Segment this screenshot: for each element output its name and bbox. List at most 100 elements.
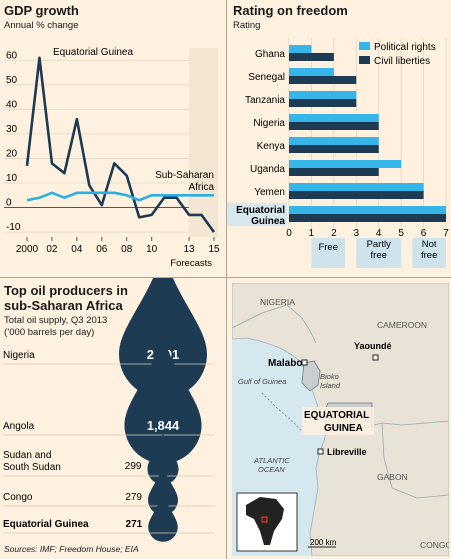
- freedom-band: [412, 238, 446, 268]
- gdp-line-sub-saharan-africa: [26, 191, 214, 202]
- freedom-bar-civil-liberties: [289, 191, 424, 199]
- freedom-legend-swatch: [359, 42, 370, 50]
- oil-title-line1: Top oil producers in: [4, 283, 128, 298]
- gdp-ytick-label: 20: [6, 148, 18, 159]
- label-congo: CONGO: [420, 540, 449, 550]
- eq-label-bg: [302, 407, 374, 435]
- freedom-xtick-label: 5: [398, 228, 404, 239]
- oil-drop: [124, 336, 202, 464]
- gdp-ytick-label: 50: [6, 75, 18, 86]
- freedom-xtick-label: 1: [309, 228, 315, 239]
- label-cameroon: CAMEROON: [377, 320, 427, 330]
- freedom-bar-political-rights: [289, 137, 379, 145]
- panel-divider-horizontal: [0, 277, 451, 278]
- freedom-xtick-label: 6: [421, 228, 427, 239]
- oil-category-label: Sudan and: [3, 450, 51, 461]
- freedom-legend-swatch: [359, 56, 370, 64]
- freedom-bar-civil-liberties: [289, 122, 379, 130]
- map-equatorial-guinea: NIGERIA CAMEROON Yaoundé Malabo Bioko Is…: [232, 283, 449, 556]
- freedom-category-label: Uganda: [250, 164, 285, 175]
- freedom-band-label: Free: [318, 242, 338, 253]
- freedom-bar-political-rights: [289, 45, 312, 53]
- inset-location-box: [261, 516, 268, 523]
- freedom-bar-political-rights: [289, 91, 357, 99]
- gdp-series-label-eq: Equatorial Guinea: [53, 47, 133, 58]
- malabo-marker: [301, 359, 308, 366]
- oil-drop: [147, 433, 179, 485]
- oil-subtitle-line2: (’000 barrels per day): [4, 327, 95, 338]
- freedom-band-label: free: [371, 250, 387, 261]
- label-gulf: Gulf of Guinea: [238, 377, 286, 386]
- freedom-xtick-label: 7: [443, 228, 449, 239]
- bioko-island-shape: [301, 360, 321, 392]
- freedom-band: [311, 238, 346, 268]
- oil-title: Top oil producers in sub-Saharan Africa: [4, 283, 128, 313]
- oil-category-label: Nigeria: [3, 350, 35, 361]
- oil-category-label: Angola: [3, 421, 35, 432]
- freedom-xtick-label: 0: [286, 228, 292, 239]
- oil-title-line2: sub-Saharan Africa: [4, 298, 123, 313]
- label-gabon: GABON: [377, 472, 408, 482]
- oil-subtitle-line1: Total oil supply, Q3 2013: [4, 315, 108, 326]
- freedom-band-label: free: [421, 250, 437, 261]
- gdp-line-chart: 60 50 40 30 20 10 0 -10 2000 02 04 06 08 10 13 15 Foreca…: [4, 47, 220, 269]
- oil-drop: [148, 465, 178, 516]
- gdp-ytick-label: -10: [6, 222, 21, 233]
- freedom-category-label: Tanzania: [245, 95, 285, 106]
- freedom-category-label: Yemen: [254, 187, 285, 198]
- freedom-highlight-row: [227, 203, 287, 226]
- gdp-xtick-label: 08: [121, 244, 133, 255]
- freedom-bar-political-rights: [289, 206, 446, 214]
- yaounde-marker: [372, 354, 379, 361]
- gdp-ytick-label: 60: [6, 50, 18, 61]
- gdp-xtick-label: 06: [96, 244, 108, 255]
- oil-subtitle: Total oil supply, Q3 2013 (’000 barrels …: [4, 315, 107, 339]
- gdp-xtick-label: 02: [46, 244, 58, 255]
- gdp-forecast-label: Forecasts: [170, 258, 212, 269]
- gdp-ytick-label: 0: [6, 198, 12, 209]
- gdp-series-label-ssa: Sub-Saharan Africa: [155, 170, 214, 193]
- freedom-xtick-label: 4: [376, 228, 382, 239]
- oil-value-label: 279: [125, 492, 142, 503]
- freedom-xtick-label: 3: [354, 228, 360, 239]
- freedom-band-label: Not: [422, 239, 437, 250]
- gdp-forecast-shade: [189, 48, 218, 237]
- freedom-bar-civil-liberties: [289, 145, 379, 153]
- freedom-category-label: Ghana: [255, 49, 285, 60]
- label-atlantic: ATLANTIC OCEAN: [253, 456, 290, 474]
- gdp-ytick-label: 10: [6, 173, 18, 184]
- oil-category-label: Equatorial Guinea: [3, 519, 89, 530]
- gdp-title: GDP growth: [4, 3, 79, 18]
- scale-label: 200 km: [310, 538, 337, 547]
- gdp-ytick-label: 30: [6, 124, 18, 135]
- oil-value-label: 271: [126, 519, 143, 530]
- freedom-band-label: Partly: [367, 239, 392, 250]
- inset-africa-shape: [246, 497, 284, 545]
- gdp-xtick-label: 13: [184, 244, 196, 255]
- gdp-xtick-label: 2000: [16, 244, 39, 255]
- border-gabon-congo: [381, 422, 449, 499]
- freedom-category-label: Senegal: [248, 72, 285, 83]
- panel-divider-vertical: [226, 0, 227, 559]
- gdp-ytick-label: 40: [6, 99, 18, 110]
- freedom-bar-civil-liberties: [289, 53, 334, 61]
- libreville-marker: [317, 448, 324, 455]
- border-nigeria-cameroon: [232, 304, 317, 344]
- freedom-category-label: Kenya: [257, 141, 286, 152]
- label-eq-line1: EQUATORIAL: [304, 410, 369, 421]
- freedom-xtick-label: 2: [331, 228, 337, 239]
- freedom-bar-political-rights: [289, 68, 334, 76]
- label-bioko: Bioko Island: [320, 372, 341, 390]
- oil-category-label: South Sudan: [3, 462, 61, 473]
- oil-value-label: 1,844: [147, 418, 180, 433]
- sources-note: Sources: IMF; Freedom House; EIA: [4, 544, 139, 554]
- gdp-xtick-label: 04: [71, 244, 83, 255]
- freedom-title: Rating on freedom: [233, 3, 348, 18]
- freedom-bar-political-rights: [289, 114, 379, 122]
- freedom-bar-civil-liberties: [289, 99, 357, 107]
- gdp-subtitle: Annual % change: [4, 20, 79, 31]
- freedom-bar-civil-liberties: [289, 76, 357, 84]
- oil-category-label: Congo: [3, 492, 33, 503]
